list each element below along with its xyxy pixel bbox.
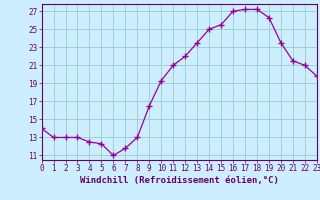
X-axis label: Windchill (Refroidissement éolien,°C): Windchill (Refroidissement éolien,°C) — [80, 176, 279, 185]
